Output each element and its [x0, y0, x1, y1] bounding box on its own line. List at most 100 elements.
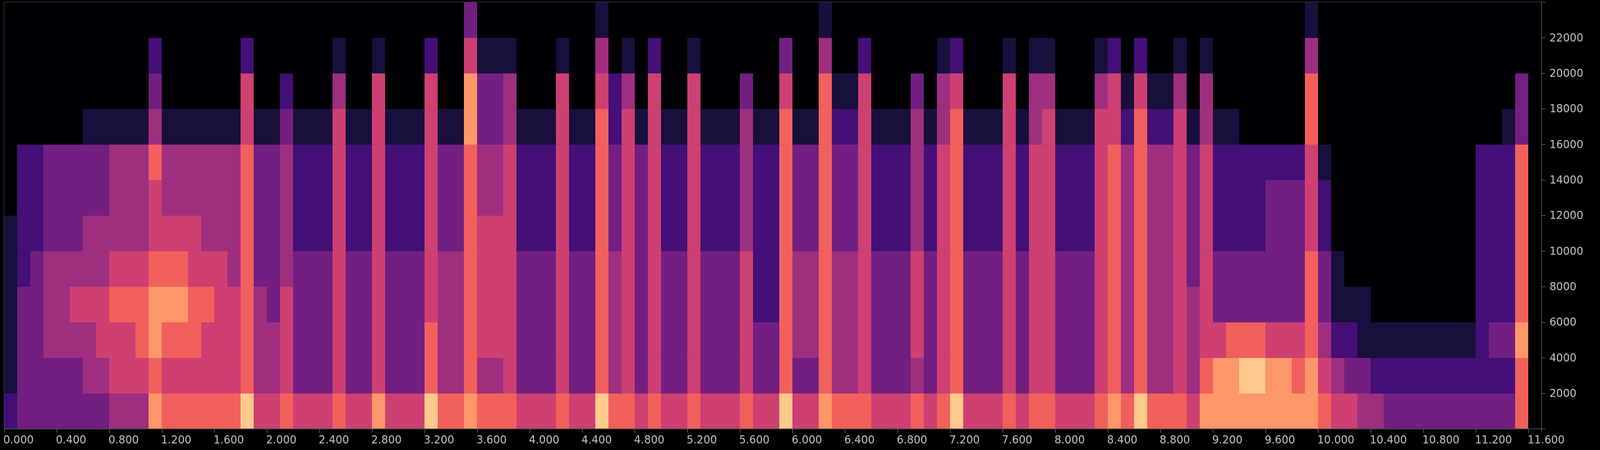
- spectrogram-cell: [253, 250, 268, 287]
- spectrogram-cell: [1528, 2, 1542, 38]
- spectrogram-cell: [595, 286, 609, 323]
- spectrogram-cell: [1134, 179, 1148, 216]
- spectrogram-cell: [201, 73, 215, 110]
- spectrogram-cell: [884, 250, 899, 287]
- spectrogram-cell: [306, 357, 320, 394]
- spectrogram-cell: [477, 144, 491, 180]
- spectrogram-cell: [858, 286, 872, 323]
- spectrogram-cell: [1226, 286, 1240, 323]
- spectrogram-cell: [1357, 179, 1372, 216]
- spectrogram-cell: [923, 286, 938, 323]
- spectrogram-cell: [4, 73, 18, 110]
- spectrogram-cell: [1449, 393, 1464, 429]
- spectrogram-cell: [1068, 73, 1082, 110]
- spectrogram-cell: [766, 73, 780, 110]
- spectrogram-cell: [1252, 321, 1266, 358]
- spectrogram-cell: [371, 250, 386, 287]
- spectrogram-cell: [1357, 250, 1372, 287]
- spectrogram-cell: [266, 215, 281, 252]
- x-tick-label: 11.600: [1527, 433, 1565, 446]
- spectrogram-cell: [1423, 108, 1437, 145]
- spectrogram-cell: [148, 73, 163, 110]
- spectrogram-cell: [621, 286, 636, 323]
- spectrogram-cell: [1094, 144, 1109, 180]
- spectrogram-cell: [187, 2, 202, 38]
- spectrogram-cell: [713, 73, 728, 110]
- spectrogram-cell: [266, 108, 281, 145]
- spectrogram-cell: [700, 250, 715, 287]
- spectrogram-cell: [385, 108, 399, 145]
- spectrogram-cell: [687, 73, 701, 110]
- spectrogram-cell: [1462, 73, 1477, 110]
- spectrogram-cell: [1147, 2, 1161, 38]
- spectrogram-cell: [805, 2, 820, 38]
- spectrogram-cell: [358, 321, 373, 358]
- spectrogram-cell: [30, 179, 44, 216]
- spectrogram-cell: [739, 37, 754, 74]
- spectrogram-cell: [871, 108, 885, 145]
- spectrogram-cell: [1357, 144, 1372, 180]
- spectrogram-cell: [779, 357, 793, 394]
- spectrogram-cell: [1265, 73, 1280, 110]
- spectrogram-cell: [30, 215, 44, 252]
- spectrogram-cell: [1173, 393, 1188, 429]
- spectrogram-cell: [1068, 144, 1082, 180]
- spectrogram-cell: [1488, 144, 1503, 180]
- x-tick: 4.800: [634, 428, 665, 446]
- spectrogram-cell: [766, 144, 780, 180]
- spectrogram-cell: [1396, 108, 1411, 145]
- spectrogram-cell: [792, 215, 807, 252]
- spectrogram-cell: [437, 2, 452, 38]
- spectrogram-cell: [950, 144, 964, 180]
- spectrogram-cell: [332, 179, 347, 216]
- spectrogram-cell: [1186, 357, 1201, 394]
- spectrogram-cell: [82, 393, 97, 429]
- spectrogram-cell: [1042, 144, 1056, 180]
- spectrogram-cell: [805, 321, 820, 358]
- spectrogram-cell: [1449, 286, 1464, 323]
- spectrogram-cell: [555, 321, 570, 358]
- spectrogram-cell: [1226, 73, 1240, 110]
- spectrogram-cell: [161, 286, 176, 323]
- x-tick-mark: [161, 428, 163, 433]
- spectrogram-cell: [871, 286, 885, 323]
- spectrogram-cell: [792, 393, 807, 429]
- spectrogram-cell: [858, 215, 872, 252]
- spectrogram-cell: [279, 2, 294, 38]
- x-tick-label: 4.400: [581, 433, 613, 446]
- spectrogram-cell: [56, 2, 71, 38]
- spectrogram-cell: [818, 393, 833, 429]
- spectrogram-cell: [1475, 357, 1490, 394]
- spectrogram-cell: [398, 2, 412, 38]
- spectrogram-cell: [490, 321, 504, 358]
- spectrogram-cell: [647, 250, 662, 287]
- spectrogram-cell: [989, 108, 1004, 145]
- spectrogram-cell: [1094, 215, 1109, 252]
- spectrogram-cell: [174, 215, 189, 252]
- spectrogram-cell: [766, 179, 780, 216]
- spectrogram-cell: [1436, 286, 1450, 323]
- spectrogram-cell: [805, 144, 820, 180]
- spectrogram-cell: [214, 321, 228, 358]
- spectrogram-cell: [569, 2, 583, 38]
- spectrogram-cell: [1160, 250, 1174, 287]
- spectrogram-cell: [1396, 215, 1411, 252]
- spectrogram-cell: [17, 73, 31, 110]
- spectrogram-cell: [1239, 2, 1253, 38]
- spectrogram-cell: [1055, 286, 1069, 323]
- spectrogram-cell: [1423, 250, 1437, 287]
- spectrogram-cell: [1015, 179, 1030, 216]
- spectrogram-cell: [884, 321, 899, 358]
- spectrogram-cell: [713, 321, 728, 358]
- spectrogram-cell: [687, 286, 701, 323]
- spectrogram-cell: [17, 2, 31, 38]
- spectrogram-cell: [713, 179, 728, 216]
- spectrogram-cell: [385, 2, 399, 38]
- spectrogram-cell: [910, 73, 925, 110]
- spectrogram-cell: [621, 73, 636, 110]
- spectrogram-cell: [1409, 250, 1424, 287]
- spectrogram-cell: [1304, 393, 1319, 429]
- spectrogram-cell: [1199, 73, 1214, 110]
- spectrogram-cell: [818, 179, 833, 216]
- x-tick-mark: [529, 428, 531, 433]
